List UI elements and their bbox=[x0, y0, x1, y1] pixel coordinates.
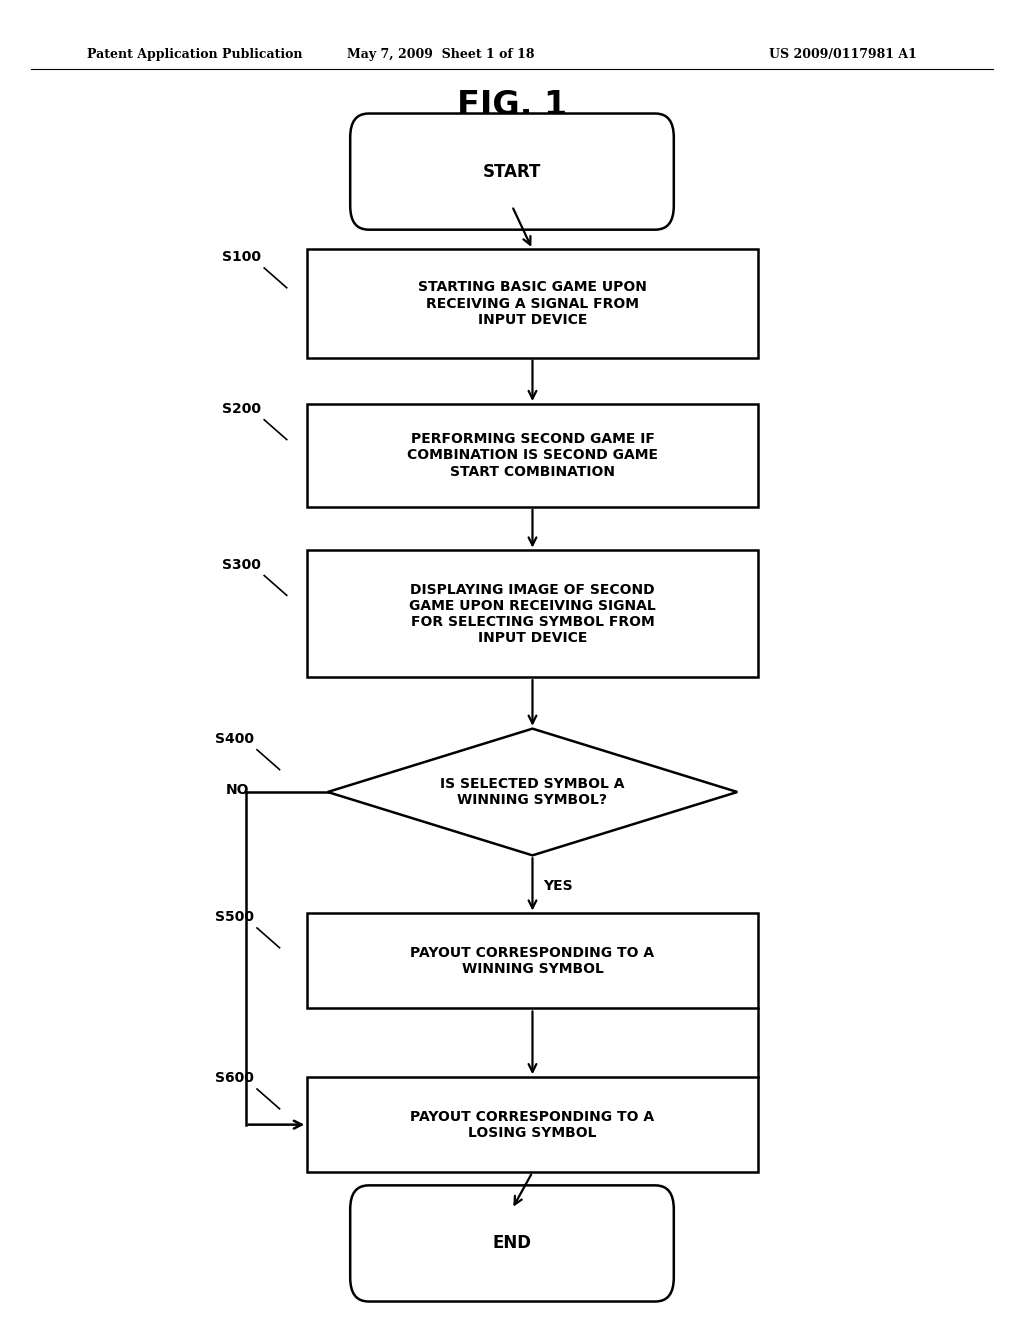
Bar bbox=[307, 550, 758, 677]
Text: S500: S500 bbox=[215, 909, 254, 924]
FancyBboxPatch shape bbox=[350, 1185, 674, 1302]
Text: PAYOUT CORRESPONDING TO A
WINNING SYMBOL: PAYOUT CORRESPONDING TO A WINNING SYMBOL bbox=[411, 946, 654, 975]
Bar bbox=[307, 404, 758, 507]
Text: S100: S100 bbox=[222, 249, 261, 264]
Text: END: END bbox=[493, 1234, 531, 1253]
Text: S300: S300 bbox=[222, 557, 261, 572]
Text: STARTING BASIC GAME UPON
RECEIVING A SIGNAL FROM
INPUT DEVICE: STARTING BASIC GAME UPON RECEIVING A SIG… bbox=[418, 280, 647, 327]
Polygon shape bbox=[328, 729, 737, 855]
Bar bbox=[307, 913, 758, 1008]
Text: NO: NO bbox=[225, 783, 249, 797]
Text: S600: S600 bbox=[215, 1071, 254, 1085]
Text: START: START bbox=[482, 162, 542, 181]
Bar bbox=[307, 249, 758, 358]
FancyBboxPatch shape bbox=[350, 114, 674, 230]
Text: IS SELECTED SYMBOL A
WINNING SYMBOL?: IS SELECTED SYMBOL A WINNING SYMBOL? bbox=[440, 777, 625, 807]
Text: May 7, 2009  Sheet 1 of 18: May 7, 2009 Sheet 1 of 18 bbox=[346, 48, 535, 61]
Text: S400: S400 bbox=[215, 731, 254, 746]
Text: DISPLAYING IMAGE OF SECOND
GAME UPON RECEIVING SIGNAL
FOR SELECTING SYMBOL FROM
: DISPLAYING IMAGE OF SECOND GAME UPON REC… bbox=[410, 582, 655, 645]
Text: PERFORMING SECOND GAME IF
COMBINATION IS SECOND GAME
START COMBINATION: PERFORMING SECOND GAME IF COMBINATION IS… bbox=[407, 432, 658, 479]
Text: YES: YES bbox=[543, 879, 572, 894]
Text: US 2009/0117981 A1: US 2009/0117981 A1 bbox=[769, 48, 916, 61]
Bar bbox=[307, 1077, 758, 1172]
Text: Patent Application Publication: Patent Application Publication bbox=[87, 48, 302, 61]
Text: S200: S200 bbox=[222, 401, 261, 416]
Text: FIG. 1: FIG. 1 bbox=[457, 88, 567, 121]
Text: PAYOUT CORRESPONDING TO A
LOSING SYMBOL: PAYOUT CORRESPONDING TO A LOSING SYMBOL bbox=[411, 1110, 654, 1139]
